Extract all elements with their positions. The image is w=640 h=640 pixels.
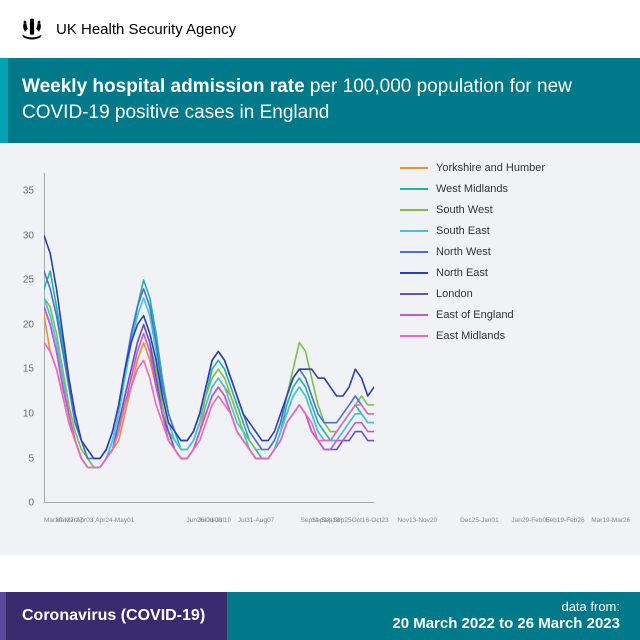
chart-title: Weekly hospital admission rate per 100,0… (22, 74, 618, 125)
legend-label: South East (436, 225, 490, 237)
legend-swatch (400, 251, 428, 254)
y-tick: 5 (28, 453, 34, 464)
plot-svg (44, 173, 374, 503)
agency-name: UK Health Security Agency (56, 21, 236, 38)
legend-swatch (400, 230, 428, 233)
legend-row: East Midlands (400, 325, 610, 346)
y-axis: 05101520253035 (0, 173, 40, 503)
title-bold: Weekly hospital admission rate (22, 76, 305, 97)
crest-icon (18, 16, 46, 42)
chart-area: 0 5 10 15 20 25 30 35 Yorkshire and Humber West … (0, 143, 640, 555)
legend-row: South East (400, 220, 610, 241)
header: UK Health Security Agency (0, 0, 640, 58)
legend-label: Yorkshire and Humber (436, 162, 545, 174)
legend-row: North East (400, 262, 610, 283)
legend-label: North West (436, 246, 491, 258)
legend-row: South West (400, 199, 610, 220)
legend-swatch (400, 272, 428, 275)
x-tick: Mar19-Mar26 (591, 517, 630, 524)
legend-label: West Midlands (436, 183, 508, 195)
x-tick: Oct16-Oct23 (352, 517, 389, 524)
x-tick: Jan29-Feb05 (511, 517, 549, 524)
legend-label: London (436, 288, 473, 300)
x-tick: Dec25-Jan01 (460, 517, 499, 524)
footer: Coronavirus (COVID-19) data from: 20 Mar… (0, 592, 640, 640)
footer-topic: Coronavirus (COVID-19) (0, 592, 227, 640)
y-tick: 0 (28, 498, 34, 509)
footer-daterange: data from: 20 March 2022 to 26 March 202… (227, 592, 640, 640)
legend-swatch (400, 335, 428, 338)
x-tick: Sep18-Sep25 (312, 517, 352, 524)
y-tick: 15 (23, 364, 34, 375)
legend-label: South West (436, 204, 493, 216)
y-tick: 10 (23, 409, 34, 420)
series-line (44, 271, 374, 467)
footer-date-label: data from: (561, 599, 620, 615)
legend-label: East of England (436, 309, 514, 321)
x-tick: Jul31-Aug07 (238, 517, 275, 524)
legend-row: North West (400, 241, 610, 262)
x-tick: Jul03-Jul10 (198, 517, 231, 524)
series-line (44, 236, 374, 459)
x-tick: Mar27-Apr03 (55, 517, 93, 524)
legend-swatch (400, 314, 428, 317)
legend-label: East Midlands (436, 330, 505, 342)
x-axis: Mar20-Mar27Mar27-Apr03Apr24-May01Jun26-J… (44, 513, 614, 543)
y-tick: 35 (23, 186, 34, 197)
legend-row: East of England (400, 304, 610, 325)
series-line (44, 271, 374, 458)
y-tick: 20 (23, 319, 34, 330)
y-tick: 30 (23, 230, 34, 241)
plot (44, 173, 374, 503)
legend: Yorkshire and Humber West Midlands South W… (400, 157, 610, 346)
legend-row: Yorkshire and Humber (400, 157, 610, 178)
legend-label: North East (436, 267, 488, 279)
footer-topic-text: Coronavirus (COVID-19) (22, 607, 205, 625)
legend-swatch (400, 188, 428, 191)
legend-swatch (400, 209, 428, 212)
legend-row: London (400, 283, 610, 304)
footer-gap (0, 582, 640, 592)
x-tick: Nov13-Nov20 (397, 517, 437, 524)
x-tick: Apr24-May01 (95, 517, 134, 524)
legend-swatch (400, 167, 428, 170)
legend-swatch (400, 293, 428, 296)
series-line (44, 316, 374, 468)
legend-row: West Midlands (400, 178, 610, 199)
x-tick: Feb19-Feb26 (546, 517, 585, 524)
footer-date-range: 20 March 2022 to 26 March 2023 (392, 615, 620, 634)
title-bar: Weekly hospital admission rate per 100,0… (0, 58, 640, 143)
y-tick: 25 (23, 275, 34, 286)
